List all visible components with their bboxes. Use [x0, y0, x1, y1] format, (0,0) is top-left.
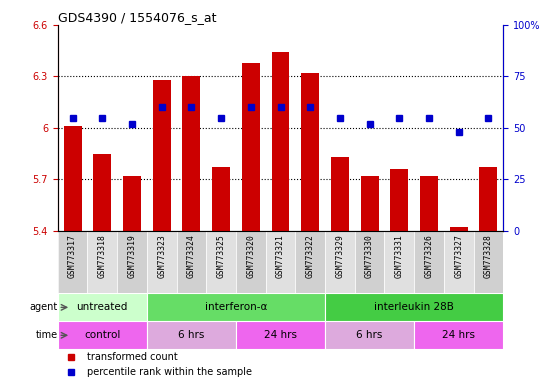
Bar	[117, 231, 147, 293]
Text: 6 hrs: 6 hrs	[356, 330, 383, 340]
Text: GSM773328: GSM773328	[484, 234, 493, 278]
Bar	[384, 231, 414, 293]
Text: GSM773322: GSM773322	[306, 234, 315, 278]
Bar	[153, 80, 170, 231]
Text: 24 hrs: 24 hrs	[442, 330, 475, 340]
Bar	[390, 169, 408, 231]
Bar	[301, 73, 319, 231]
Bar	[325, 321, 414, 349]
Text: agent: agent	[30, 302, 58, 312]
Bar	[242, 63, 260, 231]
Bar	[474, 231, 503, 293]
Bar	[236, 321, 325, 349]
Text: time: time	[36, 330, 58, 340]
Text: GSM773330: GSM773330	[365, 234, 374, 278]
Bar	[64, 126, 81, 231]
Text: untreated: untreated	[76, 302, 128, 312]
Bar	[206, 231, 236, 293]
Bar	[480, 167, 497, 231]
Bar	[331, 157, 349, 231]
Text: GSM773319: GSM773319	[128, 234, 136, 278]
Text: 24 hrs: 24 hrs	[264, 330, 297, 340]
Bar	[58, 293, 147, 321]
Bar	[147, 231, 177, 293]
Bar	[183, 76, 200, 231]
Text: GSM773326: GSM773326	[425, 234, 433, 278]
Bar	[177, 231, 206, 293]
Bar	[212, 167, 230, 231]
Text: GSM773324: GSM773324	[187, 234, 196, 278]
Text: GDS4390 / 1554076_s_at: GDS4390 / 1554076_s_at	[58, 11, 216, 24]
Bar	[87, 231, 117, 293]
Bar	[361, 176, 378, 231]
Bar	[355, 231, 384, 293]
Text: GSM773323: GSM773323	[157, 234, 166, 278]
Text: interleukin 28B: interleukin 28B	[374, 302, 454, 312]
Bar	[94, 154, 111, 231]
Bar	[236, 231, 266, 293]
Bar	[147, 293, 325, 321]
Text: GSM773327: GSM773327	[454, 234, 463, 278]
Bar	[123, 176, 141, 231]
Text: percentile rank within the sample: percentile rank within the sample	[87, 367, 252, 377]
Text: interferon-α: interferon-α	[205, 302, 267, 312]
Text: GSM773329: GSM773329	[336, 234, 344, 278]
Bar	[58, 231, 87, 293]
Bar	[295, 231, 325, 293]
Bar	[420, 176, 438, 231]
Bar	[266, 231, 295, 293]
Bar	[444, 231, 474, 293]
Text: transformed count: transformed count	[87, 352, 178, 362]
Text: 6 hrs: 6 hrs	[178, 330, 205, 340]
Bar	[272, 52, 289, 231]
Bar	[325, 293, 503, 321]
Text: GSM773318: GSM773318	[98, 234, 107, 278]
Bar	[450, 227, 468, 231]
Bar	[325, 231, 355, 293]
Text: GSM773320: GSM773320	[246, 234, 255, 278]
Text: GSM773331: GSM773331	[395, 234, 404, 278]
Text: GSM773317: GSM773317	[68, 234, 77, 278]
Text: control: control	[84, 330, 120, 340]
Text: GSM773321: GSM773321	[276, 234, 285, 278]
Bar	[414, 231, 444, 293]
Text: GSM773325: GSM773325	[217, 234, 226, 278]
Bar	[414, 321, 503, 349]
Bar	[58, 321, 147, 349]
Bar	[147, 321, 236, 349]
